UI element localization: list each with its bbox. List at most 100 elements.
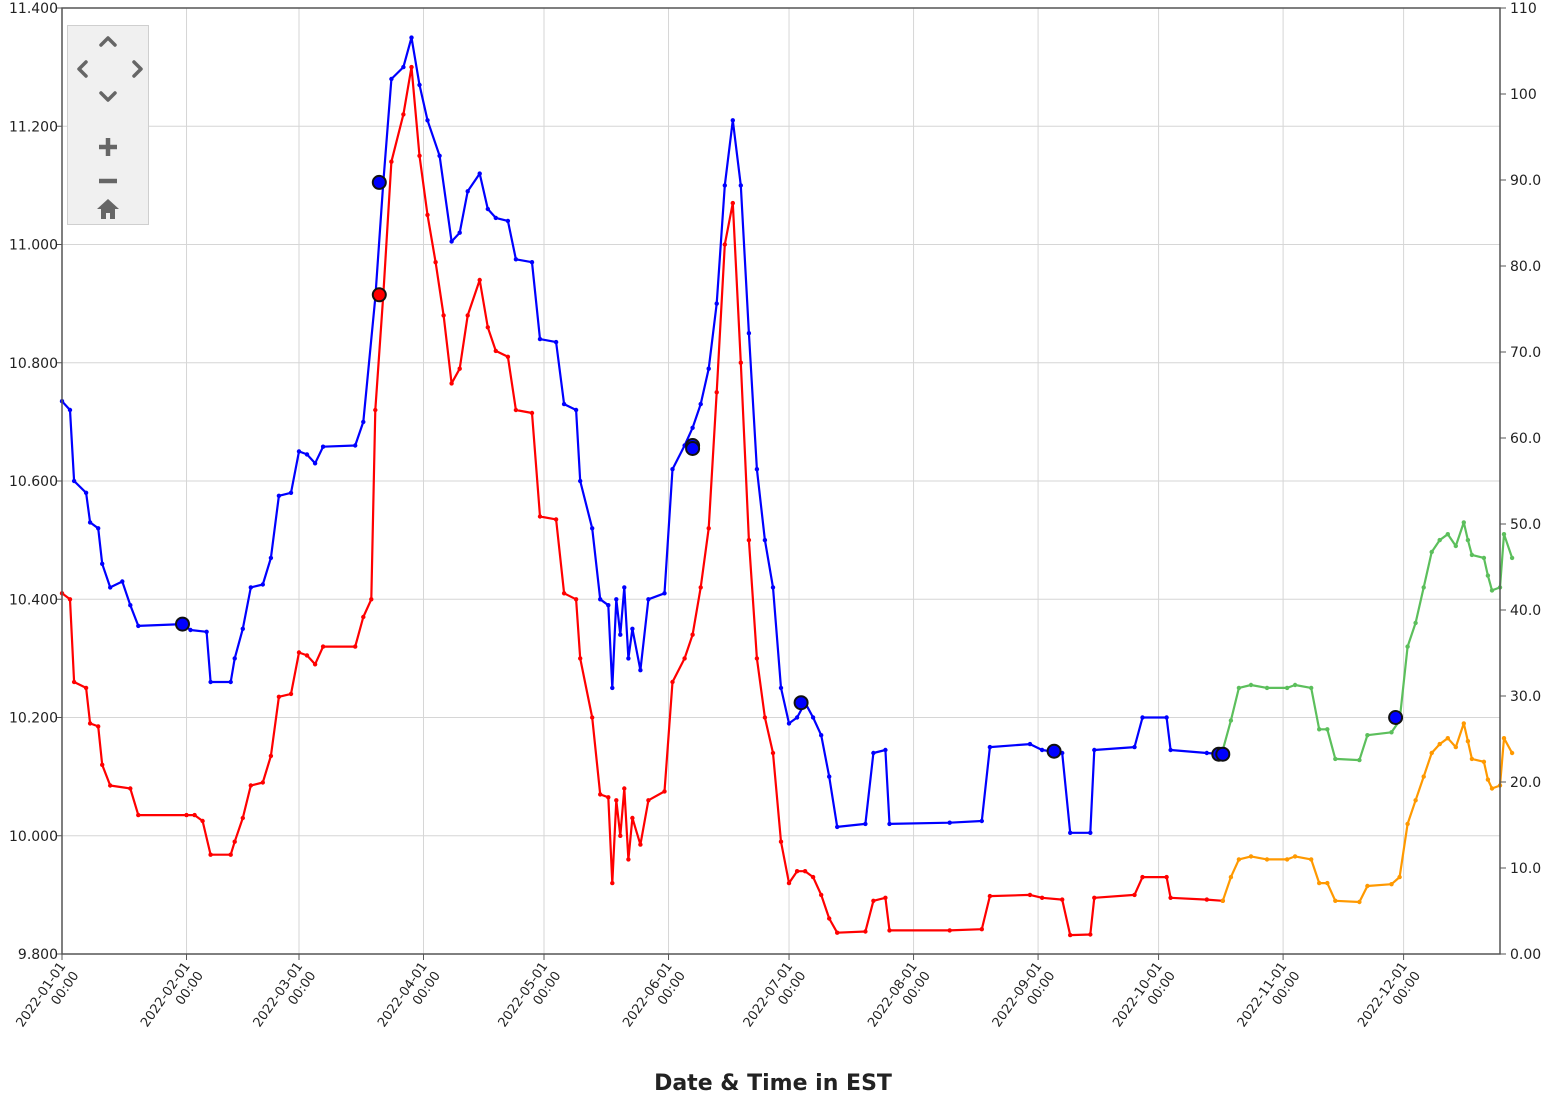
right-tick-label: 70.0 <box>1510 345 1541 361</box>
series-point <box>690 425 695 430</box>
series-point <box>1421 585 1426 590</box>
series-point <box>232 839 237 844</box>
series-point <box>1140 715 1145 720</box>
series-point <box>622 786 627 791</box>
series-point <box>477 171 482 176</box>
series-point <box>626 656 631 661</box>
pan-down-button[interactable] <box>95 86 121 108</box>
series-point <box>83 685 89 691</box>
series-point <box>304 452 310 457</box>
series-point <box>786 880 792 886</box>
series-point <box>762 715 768 720</box>
series-point <box>1437 741 1442 747</box>
left-tick-label: 10.200 <box>9 711 58 727</box>
series-point <box>67 407 73 413</box>
series-point <box>1164 715 1169 720</box>
series-point <box>1465 739 1471 744</box>
left-y-axis: 9.800 10.000 10.200 10.400 10.600 10.800 11.00… <box>9 1 62 963</box>
series-point <box>1060 897 1065 902</box>
series-point <box>1481 555 1487 561</box>
series-point <box>136 812 141 818</box>
home-button[interactable] <box>95 198 121 220</box>
series-point <box>204 629 209 634</box>
series-point <box>276 493 282 498</box>
series-point <box>513 257 519 262</box>
series-point <box>248 783 253 788</box>
series-point <box>1236 857 1242 862</box>
series-point <box>670 679 675 685</box>
series-point <box>208 852 213 857</box>
right-tick-label: 0.00 <box>1510 947 1541 963</box>
series-point <box>529 410 535 416</box>
series-point <box>401 112 406 117</box>
series-point <box>786 721 792 726</box>
series-point <box>598 597 603 602</box>
series-point <box>1397 874 1402 880</box>
left-tick-label: 11.400 <box>9 1 58 17</box>
series-point <box>1027 892 1033 898</box>
series-point <box>457 366 462 371</box>
series-point <box>1445 532 1451 537</box>
series-point <box>778 685 784 691</box>
series-point <box>573 407 579 413</box>
series-point <box>200 818 205 824</box>
series-point <box>83 490 89 495</box>
series-point <box>529 260 535 265</box>
series-point <box>449 381 454 386</box>
series-point <box>883 747 888 753</box>
series-point <box>1429 549 1434 555</box>
series-point <box>260 582 265 587</box>
series-point <box>537 514 543 519</box>
series-point <box>1465 537 1471 543</box>
series-point <box>714 390 719 395</box>
zoom-out-button[interactable] <box>95 170 121 192</box>
series-point <box>1088 830 1093 835</box>
x-axis-label: Date & Time in EST <box>654 1071 892 1095</box>
series-point <box>1228 874 1234 880</box>
series-point <box>1453 744 1459 750</box>
series-point <box>268 753 274 759</box>
series-point <box>1405 644 1410 649</box>
series-point <box>670 467 675 472</box>
zoom-in-button[interactable] <box>95 136 121 158</box>
pan-up-button[interactable] <box>95 30 121 52</box>
pan-right-button[interactable] <box>124 58 150 80</box>
series-point <box>610 880 615 886</box>
series-point <box>71 679 77 685</box>
series-point <box>1509 555 1515 561</box>
series-point <box>537 336 543 342</box>
series-point <box>96 526 101 531</box>
series-point <box>437 153 442 158</box>
right-tick-label: 80.0 <box>1510 259 1541 275</box>
marker-layer <box>175 174 1404 762</box>
right-tick-label: 30.0 <box>1510 689 1541 705</box>
left-tick-label: 10.000 <box>9 829 58 845</box>
series-point <box>987 893 993 899</box>
series-point <box>417 82 422 88</box>
event-marker <box>1388 710 1404 725</box>
series-point <box>887 821 892 827</box>
series-point <box>746 331 752 336</box>
series-point <box>622 585 627 590</box>
series-point <box>296 449 302 454</box>
series-point <box>819 733 824 738</box>
series-point <box>1357 899 1362 905</box>
event-marker <box>175 616 190 632</box>
series-point <box>465 313 470 318</box>
series-point <box>606 603 611 608</box>
left-tick-label: 11.200 <box>9 119 58 135</box>
series-point <box>493 348 498 354</box>
pan-left-button[interactable] <box>70 58 96 80</box>
series-point <box>87 520 93 525</box>
series-point <box>505 354 511 359</box>
series-point <box>184 812 189 818</box>
series-point <box>485 206 490 212</box>
series-point <box>626 857 631 862</box>
series-point <box>1168 895 1173 900</box>
series-point <box>425 212 430 218</box>
